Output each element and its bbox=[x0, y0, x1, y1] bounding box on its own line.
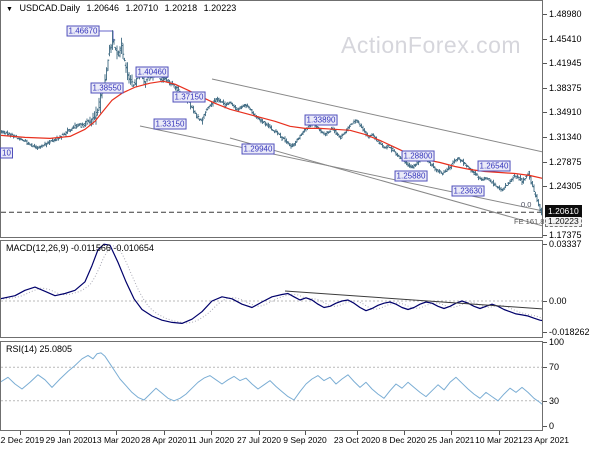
price-tag: 1.28800 bbox=[401, 150, 435, 162]
date-tickmark bbox=[259, 431, 260, 435]
fib-zero-label: 0.0 bbox=[521, 200, 532, 209]
chart-symbol-label: USDCAD.Daily bbox=[19, 3, 80, 13]
price-tag: 1.37150 bbox=[172, 91, 206, 103]
date-axis-label: 23 Apr 2021 bbox=[523, 435, 569, 445]
axis-tickmark bbox=[543, 244, 547, 245]
macd-axis-tick: 0.00 bbox=[549, 296, 567, 306]
date-tickmark bbox=[357, 431, 358, 435]
collapse-arrow-icon[interactable]: ▼ bbox=[6, 6, 13, 13]
price-tag: 1.23630 bbox=[451, 185, 485, 197]
axis-tickmark bbox=[543, 38, 547, 40]
axis-tickmark bbox=[543, 234, 547, 236]
date-axis-label: 8 Dec 2020 bbox=[382, 435, 426, 445]
axis-tickmark bbox=[543, 88, 547, 90]
rsi-axis-tick: 70 bbox=[549, 362, 560, 372]
axis-tickmark bbox=[543, 112, 547, 114]
rsi-canvas[interactable] bbox=[1, 342, 542, 430]
axis-tickmark bbox=[543, 367, 547, 368]
date-tickmark bbox=[164, 431, 165, 435]
axis-tickmark bbox=[543, 342, 547, 343]
price-tag: 1.40460 bbox=[135, 66, 169, 78]
price-tag: 1.25880 bbox=[394, 170, 428, 182]
axis-tickmark bbox=[543, 137, 547, 139]
axis-tickmark bbox=[543, 332, 547, 333]
macd-axis-tick: -0.018262 bbox=[549, 327, 590, 337]
price-tag: 10 bbox=[0, 147, 13, 159]
axis-tickmark bbox=[543, 186, 547, 188]
rsi-axis-tick: 0 bbox=[549, 421, 555, 431]
chart-header: ▼ USDCAD.Daily 1.20646 1.20710 1.20218 1… bbox=[6, 3, 240, 13]
date-axis-label: 27 Jul 2020 bbox=[237, 435, 281, 445]
price-axis-tick: 1.41945 bbox=[549, 58, 582, 69]
price-axis-tick: 1.48980 bbox=[549, 9, 582, 19]
price-tag: 1.33890 bbox=[304, 114, 338, 126]
ohlc-close: 1.20223 bbox=[203, 3, 237, 13]
date-axis-label: 28 Apr 2020 bbox=[141, 435, 187, 445]
axis-tickmark bbox=[543, 63, 547, 65]
date-axis-label: 10 Mar 2021 bbox=[475, 435, 523, 445]
price-axis-tick: 1.27875 bbox=[549, 156, 582, 167]
macd-axis-tick: 0.03337 bbox=[549, 239, 582, 249]
price-tag: 1.46670 bbox=[66, 25, 100, 37]
date-axis-label: 9 Sep 2020 bbox=[283, 435, 327, 445]
date-axis-label: 12 Dec 2019 bbox=[0, 435, 45, 445]
watermark-text: ActionForex.com bbox=[341, 32, 522, 58]
price-tag: 1.38550 bbox=[90, 82, 124, 94]
axis-tickmark bbox=[543, 14, 547, 15]
rsi-panel: RSI(14) 25.0805 bbox=[0, 341, 543, 431]
price-axis-tick: 1.45410 bbox=[549, 33, 582, 44]
axis-tickmark bbox=[543, 426, 547, 427]
date-tickmark bbox=[404, 431, 405, 435]
price-axis-tick: 1.24305 bbox=[549, 181, 582, 192]
rsi-axis-tick: 30 bbox=[549, 396, 560, 406]
price-tag: 1.33150 bbox=[153, 118, 187, 130]
axis-tickmark bbox=[543, 161, 547, 163]
date-tickmark bbox=[451, 431, 452, 435]
ohlc-open: 1.20646 bbox=[86, 3, 120, 13]
rsi-indicator-label: RSI(14) 25.0805 bbox=[6, 344, 73, 354]
main-chart-panel: ActionForex.com ▼ USDCAD.Daily 1.20646 1… bbox=[0, 0, 543, 238]
price-tag: 1.26540 bbox=[477, 160, 511, 172]
price-axis-tick: 1.34910 bbox=[549, 107, 582, 118]
price-axis-tick: 1.17375 bbox=[549, 229, 582, 240]
current-price-badge: 1.20610 bbox=[545, 205, 582, 217]
macd-canvas[interactable] bbox=[1, 241, 542, 337]
main-chart-canvas[interactable] bbox=[1, 1, 542, 237]
price-tag: 1.29940 bbox=[241, 143, 275, 155]
fib-expansion-label: FE 161.8 bbox=[514, 217, 545, 226]
date-axis-label: 23 Oct 2020 bbox=[333, 435, 381, 445]
axis-tickmark bbox=[543, 301, 547, 302]
macd-indicator-label: MACD(12,26,9) -0.011566 -0.010654 bbox=[6, 243, 154, 253]
date-tickmark bbox=[69, 431, 70, 435]
date-tickmark bbox=[305, 431, 306, 435]
macd-panel: MACD(12,26,9) -0.011566 -0.010654 bbox=[0, 240, 543, 338]
date-axis-label: 25 Jan 2021 bbox=[427, 435, 475, 445]
date-tickmark bbox=[211, 431, 212, 435]
date-axis-label: 11 Jun 2020 bbox=[187, 435, 235, 445]
price-axis-tick: 1.38375 bbox=[549, 83, 582, 94]
date-tickmark bbox=[20, 431, 21, 435]
date-axis-label: 13 Mar 2020 bbox=[92, 435, 140, 445]
date-tickmark bbox=[499, 431, 500, 435]
price-axis-tick: 1.31340 bbox=[549, 132, 582, 143]
ohlc-low: 1.20218 bbox=[164, 3, 198, 13]
ohlc-high: 1.20710 bbox=[125, 3, 159, 13]
rsi-axis-tick: 100 bbox=[549, 337, 565, 347]
date-tickmark bbox=[116, 431, 117, 435]
date-axis-label: 29 Jan 2020 bbox=[45, 435, 93, 445]
axis-tickmark bbox=[543, 401, 547, 402]
